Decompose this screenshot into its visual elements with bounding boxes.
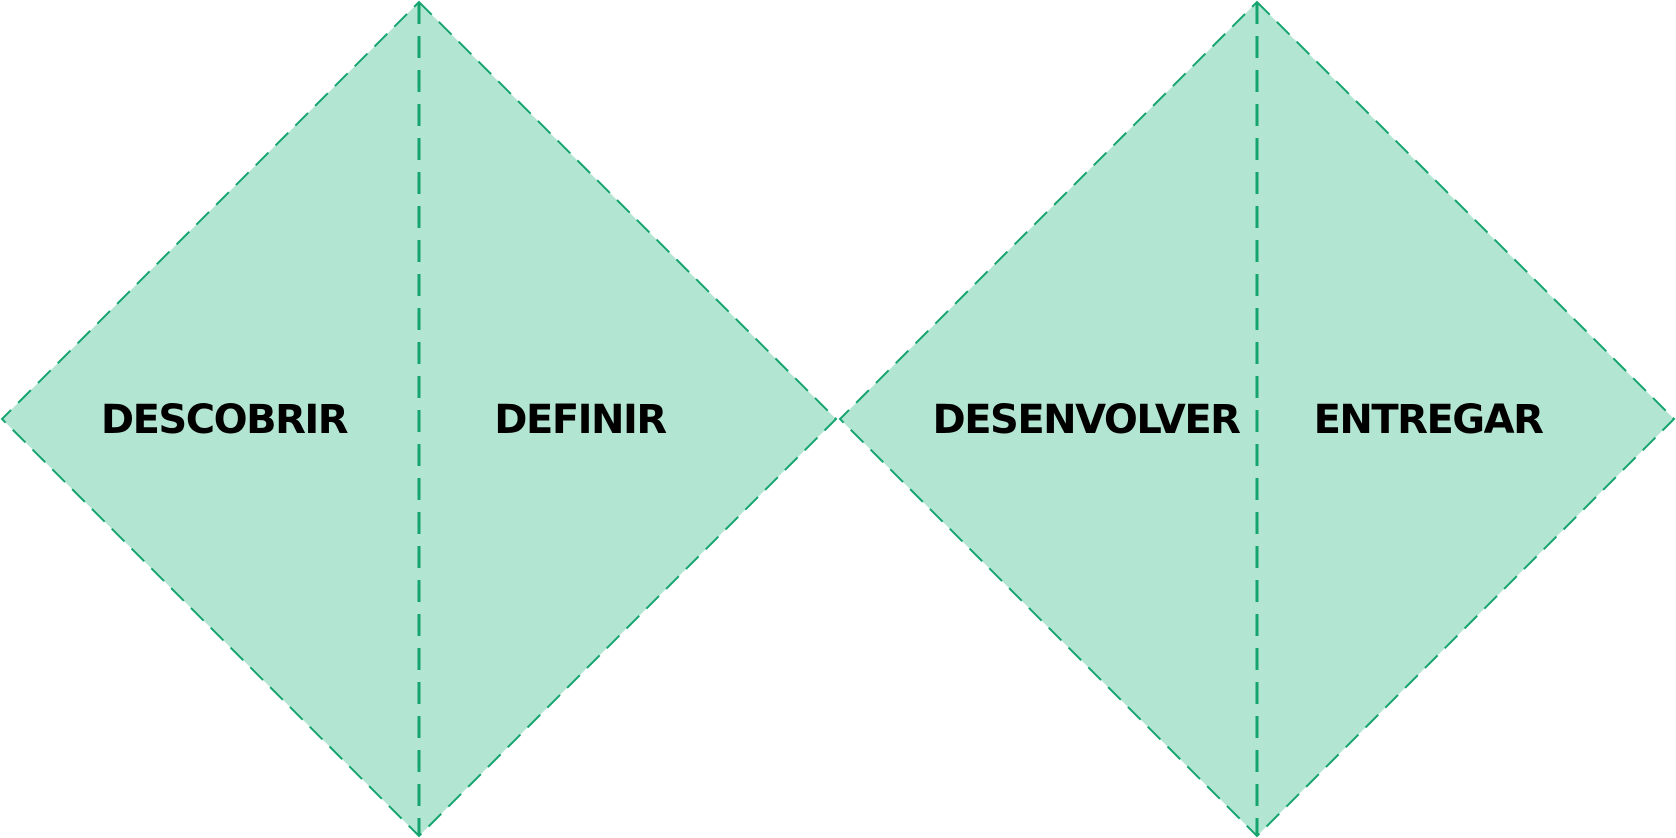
- diamond-left: [0, 0, 838, 838]
- phase-label-develop: DESENVOLVER: [933, 397, 1241, 443]
- phase-label-discover: DESCOBRIR: [101, 397, 348, 443]
- diamond-right: [838, 0, 1676, 838]
- phase-label-deliver: ENTREGAR: [1314, 397, 1544, 443]
- phase-label-define: DEFINIR: [494, 397, 666, 443]
